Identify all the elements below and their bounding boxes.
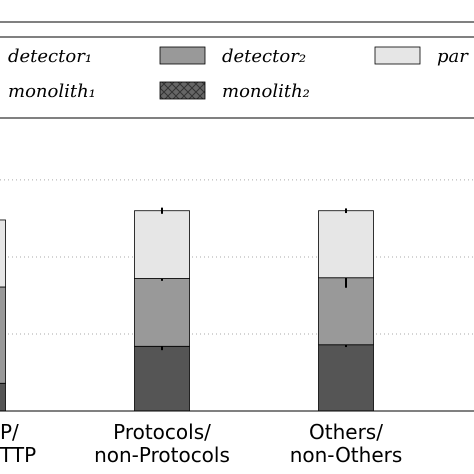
x-tick-line: non-Protocols	[94, 443, 230, 467]
x-tick-label: Protocols/non-Protocols	[94, 420, 230, 467]
bar-segment	[318, 344, 374, 412]
bar-segment	[318, 210, 374, 279]
bar-segment	[134, 210, 190, 279]
x-tick-label: P/TTP	[0, 420, 36, 467]
x-tick-label: Others/non-Others	[290, 420, 403, 467]
legend-marker	[159, 46, 206, 65]
x-tick-line: Others/	[309, 420, 383, 444]
bar-segment	[0, 382, 6, 412]
bar-segment	[134, 278, 190, 347]
bar-segment	[0, 219, 6, 288]
x-tick-line: non-Others	[290, 443, 403, 467]
legend-label: detector₂	[222, 46, 306, 67]
legend-label: par	[437, 46, 469, 67]
x-tick-line: P/	[0, 420, 19, 444]
x-tick-line: Protocols/	[113, 420, 211, 444]
bar-segment	[318, 277, 374, 346]
legend-marker	[374, 46, 421, 65]
x-tick-line: TTP	[0, 443, 36, 467]
legend-label: detector₁	[8, 46, 92, 67]
legend-marker	[159, 81, 206, 100]
bar-segment	[0, 286, 6, 384]
legend-label: monolith₁	[8, 81, 96, 102]
bar-segment	[134, 345, 190, 412]
legend-label: monolith₂	[222, 81, 310, 102]
